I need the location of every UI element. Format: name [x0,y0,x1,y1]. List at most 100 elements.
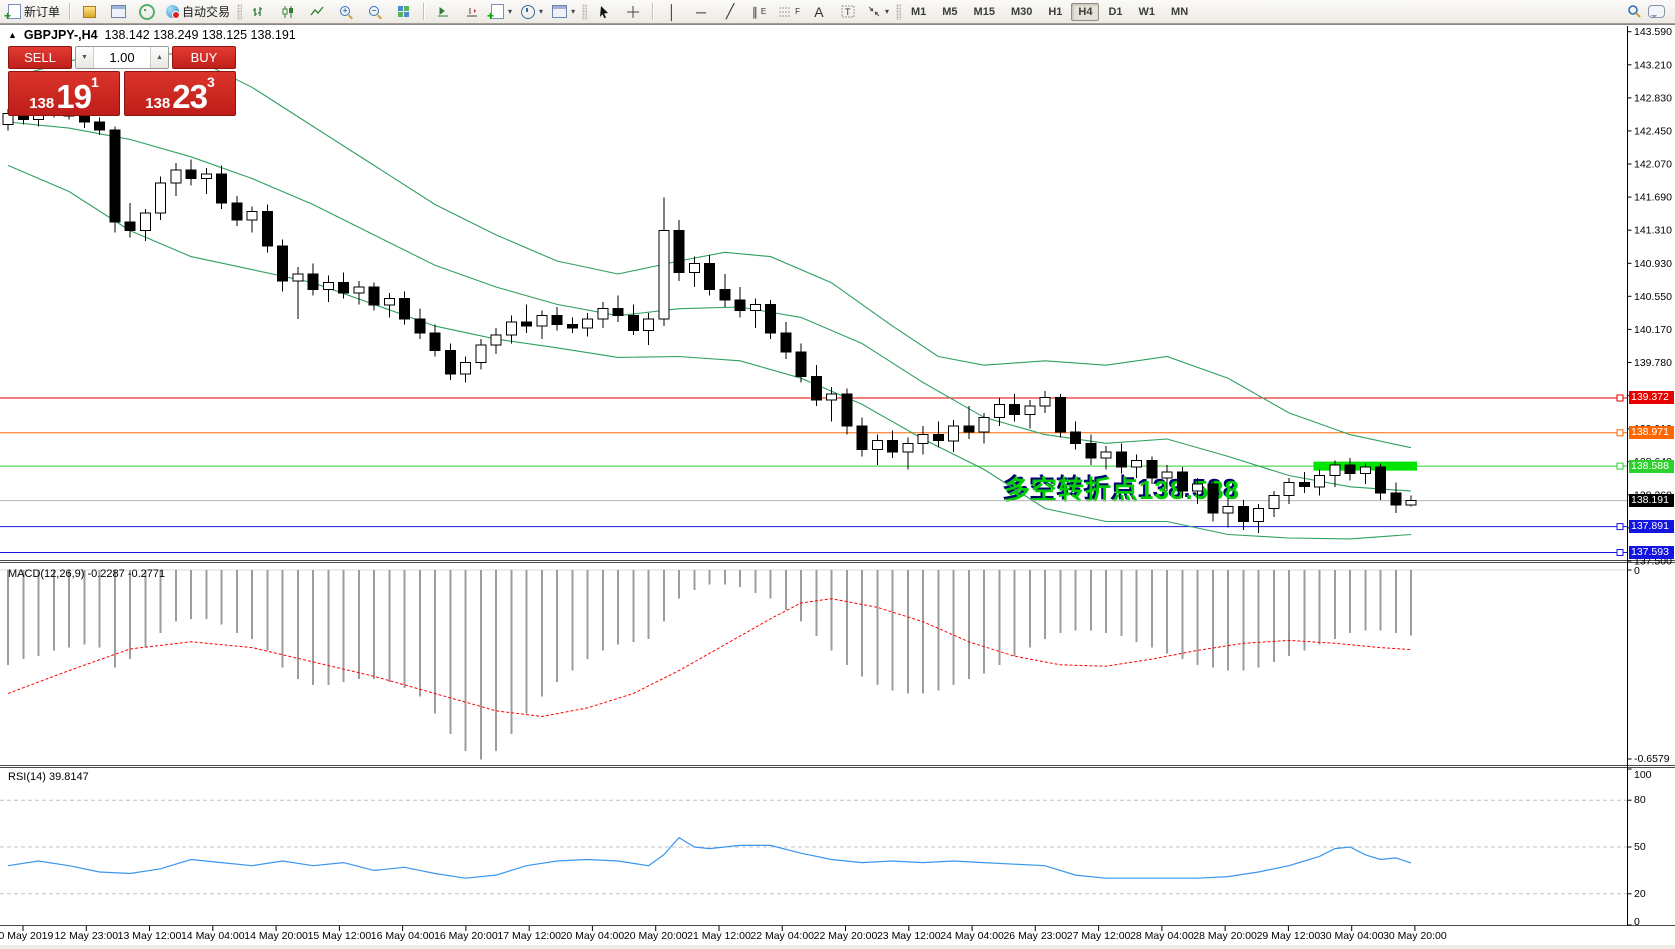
chart-title: ▲ GBPJPY-,H4 138.142 138.249 138.125 138… [8,28,296,42]
market-watch-button[interactable] [75,2,103,22]
svg-text:142.830: 142.830 [1634,92,1672,104]
new-order-button[interactable]: + 新订单 [4,2,64,22]
svg-text:17 May 12:00: 17 May 12:00 [497,930,561,942]
buy-price-main: 23 [172,78,208,115]
svg-text:14 May 20:00: 14 May 20:00 [244,930,308,942]
svg-text:12 May 23:00: 12 May 23:00 [54,930,118,942]
tile-windows-button[interactable] [390,2,418,22]
volume-value[interactable]: 1.00 [109,50,135,65]
horizontal-line-icon: ─ [696,3,707,20]
timeframe-M30[interactable]: M30 [1010,5,1033,18]
zoom-in-icon: + [340,5,354,19]
svg-text:13 May 12:00: 13 May 12:00 [118,930,182,942]
buy-price-pip: 3 [206,74,215,90]
svg-text:28 May 04:00: 28 May 04:00 [1130,930,1194,942]
candlestick-icon [282,5,294,18]
cursor-button[interactable] [590,2,618,22]
candles [2,98,1417,533]
svg-text:50: 50 [1634,841,1646,853]
search-icon[interactable] [1627,4,1642,19]
trendline-icon: ╱ [725,3,735,19]
svg-text:143.210: 143.210 [1634,59,1672,71]
chevron-down-icon: ▾ [508,7,513,16]
separator [652,3,654,20]
svg-text:141.690: 141.690 [1634,192,1672,204]
svg-text:21 May 12:00: 21 May 12:00 [687,930,751,942]
sell-price-prefix: 138 [29,95,55,112]
svg-text:0: 0 [1634,916,1640,928]
svg-text:139.780: 139.780 [1634,357,1672,369]
sell-button[interactable]: SELL [8,46,72,69]
vertical-line-icon: │ [667,3,677,20]
template-icon [552,5,568,18]
timeframe-D1[interactable]: D1 [1108,5,1123,18]
volume-spinner[interactable]: ▼ 1.00 ▲ [75,46,169,69]
clock-icon [521,4,536,19]
ohlc-values: 138.142 138.249 138.125 138.191 [104,28,296,42]
zoom-out-button[interactable]: − [361,2,389,22]
fibonacci-icon [779,7,792,16]
trendline-tool[interactable]: ╱ [716,2,744,22]
svg-text:27 May 12:00: 27 May 12:00 [1067,930,1131,942]
text-label-tool[interactable]: T [834,2,862,22]
separator [423,3,425,20]
toolbar-grip [582,3,588,20]
chat-icon[interactable] [1648,5,1665,18]
zoom-in-button[interactable]: + [332,2,360,22]
svg-text:140.550: 140.550 [1634,291,1672,303]
vertical-line-tool[interactable]: │ [658,2,686,22]
svg-text:140.170: 140.170 [1634,324,1672,336]
svg-text:16 May 04:00: 16 May 04:00 [371,930,435,942]
sell-price-main: 19 [56,78,92,115]
collapse-arrow-icon[interactable]: ▲ [8,30,17,40]
indicators-button[interactable]: + ▾ [487,2,516,22]
line-chart-button[interactable] [303,2,331,22]
text-tool[interactable]: A [805,2,833,22]
arrows-icon [868,6,880,17]
new-chart-button[interactable] [104,2,132,22]
fibonacci-tool[interactable]: F [774,2,804,22]
timeframe-M5[interactable]: M5 [942,5,958,18]
volume-increase-button[interactable]: ▲ [150,47,168,68]
chart-shift-button[interactable] [458,2,486,22]
timeframe-H4[interactable]: H4 [1071,2,1100,21]
new-order-icon: + [4,4,21,22]
timeframe-W1[interactable]: W1 [1138,5,1156,18]
periods-button[interactable]: ▾ [517,2,547,22]
svg-text:140.930: 140.930 [1634,258,1672,270]
crosshair-button[interactable] [619,2,647,22]
timeframe-M1[interactable]: M1 [910,5,927,18]
channel-tool[interactable]: ∥ E [751,4,767,19]
buy-price-display[interactable]: 138 23 3 [124,71,236,116]
auto-scroll-icon [438,6,449,16]
buy-button[interactable]: BUY [172,46,236,69]
chevron-down-icon: ▾ [884,7,889,16]
macd-label: MACD(12,26,9) -0.2287 -0.2771 [8,568,166,580]
price-level-badge: 137.891 [1629,520,1674,533]
chevron-down-icon: ▾ [571,7,576,16]
bar-chart-button[interactable] [245,2,273,22]
volume-decrease-button[interactable]: ▼ [76,47,94,68]
symbol-period-label: GBPJPY-,H4 [23,28,98,42]
macd-histogram [7,570,1412,760]
templates-button[interactable]: ▾ [548,2,579,22]
svg-text:30 May 04:00: 30 May 04:00 [1320,930,1384,942]
timeframe-H1[interactable]: H1 [1048,5,1063,18]
horizontal-line-tool[interactable]: ─ [687,2,715,22]
auto-trading-icon [166,5,181,19]
svg-text:16 May 20:00: 16 May 20:00 [434,930,498,942]
one-click-trading-panel: SELL ▼ 1.00 ▲ BUY 138 19 1 138 23 3 [8,46,236,116]
signals-button[interactable] [133,2,161,22]
timeframe-MN[interactable]: MN [1171,5,1189,18]
sell-price-display[interactable]: 138 19 1 [8,71,120,116]
auto-scroll-button[interactable] [429,2,457,22]
candlestick-button[interactable] [274,2,302,22]
svg-text:22 May 20:00: 22 May 20:00 [814,930,878,942]
chevron-down-icon: ▾ [539,7,544,16]
channel-icon: ∥ [751,4,758,19]
auto-trading-button[interactable]: 自动交易 [162,2,234,22]
rsi-label: RSI(14) 39.8147 [8,771,89,783]
arrows-tool[interactable]: ▾ [863,2,893,22]
timeframe-M15[interactable]: M15 [973,5,995,18]
